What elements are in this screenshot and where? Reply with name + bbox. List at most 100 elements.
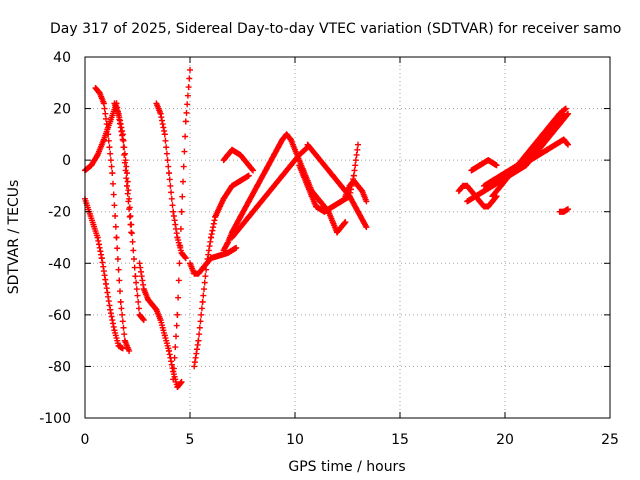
x-tick-label: 20 <box>496 432 514 448</box>
data-point <box>120 137 127 144</box>
data-point <box>163 150 170 157</box>
data-point <box>184 101 191 108</box>
data-point <box>191 359 198 366</box>
data-point <box>109 170 116 177</box>
data-point <box>352 162 359 169</box>
data-point <box>355 141 361 148</box>
data-point <box>111 202 118 209</box>
data-point <box>200 292 207 299</box>
data-series <box>220 146 256 174</box>
data-point <box>100 100 107 107</box>
data-point <box>565 141 571 148</box>
data-point <box>140 317 147 324</box>
data-series <box>296 162 370 231</box>
data-point <box>102 110 109 117</box>
data-point <box>129 238 136 245</box>
data-point <box>181 148 188 155</box>
data-point <box>245 172 252 179</box>
data-point <box>179 193 186 200</box>
data-point <box>166 170 172 177</box>
data-point <box>135 305 142 312</box>
data-point <box>96 244 103 251</box>
data-point <box>101 105 108 112</box>
data-series <box>468 157 500 174</box>
data-point <box>120 324 127 331</box>
data-point <box>107 306 114 313</box>
data-point <box>178 378 185 385</box>
data-point <box>119 318 126 325</box>
data-point <box>121 331 128 338</box>
y-tick-label: -80 <box>48 359 71 375</box>
data-point <box>132 273 139 280</box>
data-point <box>169 202 176 209</box>
data-series <box>82 195 126 352</box>
data-point <box>170 376 177 383</box>
data-point <box>363 198 370 205</box>
y-tick-label: 40 <box>53 50 71 66</box>
data-point <box>198 305 205 312</box>
data-point <box>165 163 172 170</box>
data-point <box>98 251 105 258</box>
data-series <box>92 84 133 354</box>
x-tick-label: 5 <box>186 432 195 448</box>
data-point <box>119 311 126 318</box>
data-point <box>352 157 359 164</box>
data-point <box>209 227 216 234</box>
x-tick-label: 10 <box>286 432 304 448</box>
data-series <box>111 100 147 324</box>
data-point <box>126 195 133 202</box>
y-tick-label: -20 <box>48 205 71 221</box>
data-point <box>175 294 182 301</box>
y-axis-label: SDTVAR / TECUs <box>6 180 22 295</box>
data-point <box>110 323 117 330</box>
data-point <box>176 260 183 267</box>
data-point <box>128 221 135 228</box>
data-point <box>178 208 185 215</box>
data-point <box>127 213 134 220</box>
data-point <box>94 234 101 241</box>
data-point <box>182 118 189 125</box>
data-point <box>167 182 174 189</box>
data-point <box>114 245 121 252</box>
data-point <box>135 298 142 305</box>
data-point <box>108 313 115 320</box>
data-point <box>233 244 240 251</box>
data-point <box>121 151 128 158</box>
data-point <box>203 266 210 273</box>
data-point <box>115 110 122 117</box>
data-point <box>199 298 206 305</box>
data-point <box>110 191 117 198</box>
data-series <box>187 244 240 277</box>
data-point <box>162 137 169 144</box>
data-point <box>131 255 137 262</box>
data-point <box>114 255 121 262</box>
data-series <box>556 206 571 215</box>
data-point <box>163 144 170 151</box>
chart-title: Day 317 of 2025, Sidereal Day-to-day VTE… <box>50 21 621 37</box>
data-point <box>116 277 123 284</box>
data-point <box>100 263 107 270</box>
data-point <box>104 126 111 133</box>
data-point <box>351 167 358 174</box>
data-point <box>201 286 207 293</box>
data-point <box>124 170 130 177</box>
data-series <box>502 136 571 179</box>
data-point <box>185 84 192 91</box>
data-point <box>174 311 181 318</box>
data-point <box>173 322 180 329</box>
data-point <box>177 243 184 250</box>
data-point <box>122 157 129 164</box>
data-point <box>139 277 146 284</box>
data-point <box>101 272 108 279</box>
data-series <box>342 177 370 205</box>
data-point <box>128 230 135 237</box>
data-point <box>168 189 175 196</box>
x-tick-label: 15 <box>391 432 409 448</box>
data-point <box>119 127 126 134</box>
data-point <box>187 66 193 73</box>
data-point <box>105 293 112 300</box>
data-point <box>119 345 126 352</box>
data-point <box>180 178 186 185</box>
data-point <box>195 337 202 344</box>
data-point <box>565 206 571 213</box>
